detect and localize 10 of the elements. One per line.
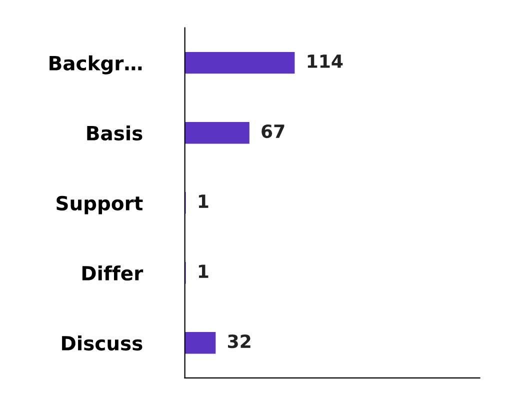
data-label: 32 bbox=[228, 334, 250, 348]
y-tick-label: Backgr… bbox=[50, 55, 142, 74]
data-label: 114 bbox=[308, 54, 343, 68]
y-tick-label: Differ bbox=[82, 265, 144, 281]
y-tick-label: Support bbox=[56, 196, 143, 214]
y-tick-label: Discuss bbox=[62, 336, 142, 351]
y-tick-label: Basis bbox=[87, 125, 142, 141]
data-label: 1 bbox=[198, 194, 208, 208]
data-label: 1 bbox=[198, 264, 208, 278]
data-label: 67 bbox=[262, 124, 284, 138]
